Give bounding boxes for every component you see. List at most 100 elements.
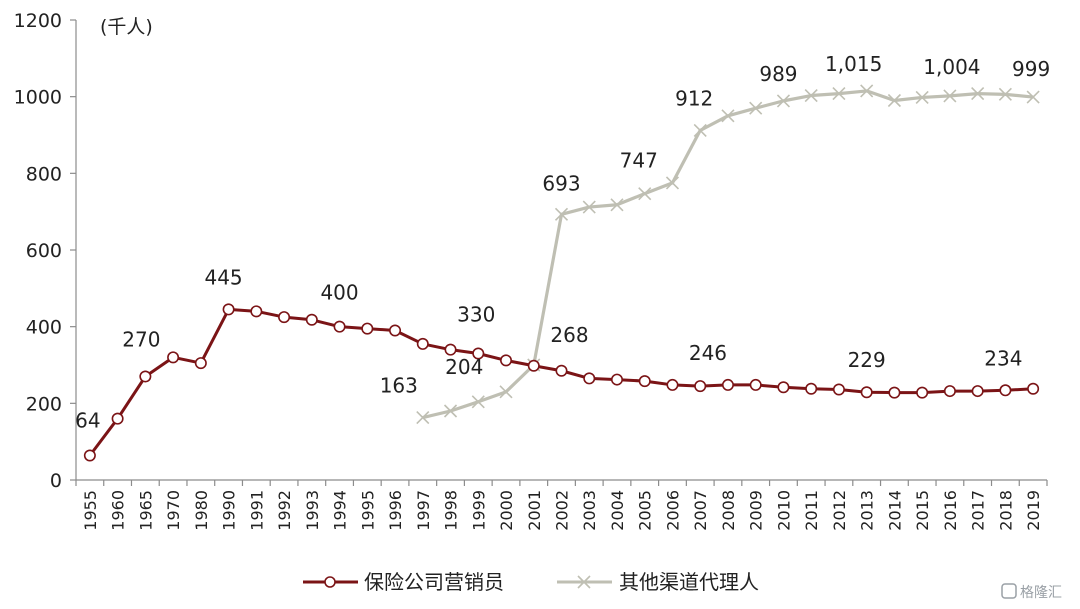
data-point [887, 93, 901, 108]
data-point [1027, 382, 1040, 395]
data-point [805, 382, 818, 395]
unit-label: (千人) [100, 16, 153, 38]
data-point [721, 378, 734, 391]
x-tick-label: 2014 [885, 490, 904, 531]
data-label: 234 [984, 346, 1022, 370]
x-tick-label: 1970 [164, 490, 183, 531]
data-point [777, 381, 790, 394]
data-point [554, 207, 569, 221]
x-tick-label: 2018 [996, 490, 1015, 531]
data-point [638, 187, 652, 201]
data-point [694, 380, 707, 393]
data-label: 64 [75, 408, 100, 432]
legend-item-1: 其他渠道代理人 [557, 570, 759, 594]
x-tick-label: 1960 [109, 490, 128, 531]
data-point [916, 386, 929, 399]
y-axis-ticks: 0 200 400 600 800 1000 1200 [14, 10, 76, 492]
x-tick-label: 2019 [1024, 490, 1043, 531]
data-label: 268 [550, 323, 588, 347]
x-tick-label: 2013 [858, 490, 877, 531]
data-point [832, 87, 846, 101]
x-tick-label: 2003 [580, 490, 599, 531]
x-tick-label: 2008 [719, 490, 738, 531]
x-tick-label: 2004 [608, 490, 627, 531]
data-point [998, 87, 1012, 101]
data-point [471, 395, 485, 409]
data-label: 1,004 [923, 55, 980, 79]
watermark-text: 格隆汇 [1020, 585, 1062, 601]
watermark: 格隆汇 [1001, 583, 1062, 601]
x-tick-label: 1990 [220, 490, 239, 531]
data-label: 1,015 [825, 52, 882, 76]
data-point [860, 386, 873, 399]
legend-label-1: 其他渠道代理人 [619, 570, 759, 594]
data-point [83, 449, 96, 462]
data-point [167, 351, 180, 364]
x-tick-label: 2017 [969, 490, 988, 531]
y-tick-label: 1200 [14, 10, 62, 32]
legend-label-0: 保险公司营销员 [364, 570, 504, 594]
data-point [666, 378, 679, 391]
data-point [971, 87, 985, 101]
x-tick-label: 1965 [136, 490, 155, 531]
y-tick-label: 400 [26, 317, 62, 339]
data-point [582, 200, 596, 214]
y-tick-label: 200 [26, 393, 62, 415]
y-tick-label: 600 [26, 240, 62, 262]
x-tick-label: 2007 [691, 490, 710, 531]
data-point [749, 101, 763, 115]
x-tick-label: 1999 [469, 490, 488, 531]
data-label: 693 [542, 171, 580, 195]
data-point [139, 370, 152, 383]
data-point [693, 123, 707, 137]
data-label: 246 [689, 341, 727, 365]
data-label: 912 [675, 86, 713, 110]
y-tick-label: 1000 [14, 87, 62, 109]
x-tick-label: 1996 [386, 490, 405, 531]
x-tick-label: 1998 [442, 490, 461, 531]
data-label: 400 [320, 281, 358, 305]
data-point [472, 347, 485, 360]
data-label: 330 [457, 303, 495, 327]
data-point [389, 324, 402, 337]
data-point [943, 89, 957, 103]
x-tick-label: 2006 [663, 490, 682, 531]
data-point [111, 412, 124, 425]
data-point [943, 385, 956, 398]
x-tick-label: 2016 [941, 490, 960, 531]
data-point [804, 88, 818, 103]
data-labels: 64 270 445 400 330 268 246 229 234 163 204 693 747 91… [75, 52, 1050, 433]
data-label: 445 [204, 265, 242, 289]
x-tick-label: 2005 [636, 490, 655, 531]
x-tick-label: 1995 [358, 490, 377, 531]
data-point [194, 357, 207, 370]
x-tick-label: 1992 [275, 490, 294, 531]
series-layer [83, 84, 1040, 462]
data-point [1026, 90, 1040, 104]
x-tick-label: 2002 [553, 490, 572, 531]
data-point [999, 384, 1012, 397]
legend: 保险公司营销员 其他渠道代理人 [303, 570, 759, 594]
legend-marker-1 [577, 575, 591, 589]
legend-item-0: 保险公司营销员 [303, 570, 504, 594]
data-point [638, 375, 651, 388]
x-tick-label: 2012 [830, 490, 849, 531]
data-label: 163 [380, 374, 418, 398]
x-tick-label: 2001 [525, 490, 544, 531]
series-1 [416, 84, 1040, 425]
data-point [749, 378, 762, 391]
data-point [832, 383, 845, 396]
x-tick-label: 2000 [497, 490, 516, 531]
data-point [971, 385, 984, 398]
x-tick-label: 2009 [747, 490, 766, 531]
data-label: 747 [620, 149, 658, 173]
data-point [416, 337, 429, 350]
y-tick-label: 800 [26, 163, 62, 185]
data-point [416, 410, 430, 425]
data-point [610, 198, 624, 212]
x-tick-label: 1955 [81, 490, 100, 531]
data-point [776, 94, 791, 108]
x-tick-label: 1991 [247, 490, 266, 531]
data-point [888, 386, 901, 399]
